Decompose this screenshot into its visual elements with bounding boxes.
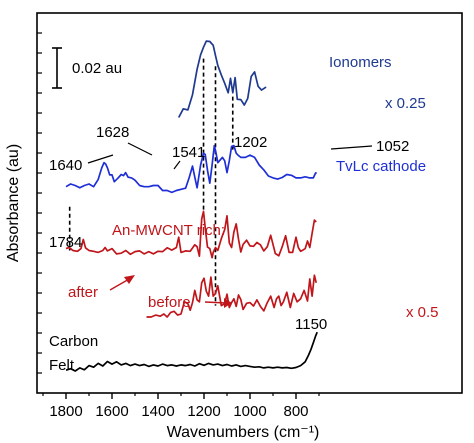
y-axis-minor-ticks [37,32,42,374]
series-label-tvlc-cathode: TvLc cathode [336,158,426,175]
peak-label-1052: 1052 [376,138,409,155]
dashed-reference-lines [68,58,234,306]
peak-label-1640: 1640 [49,157,82,174]
series-label-before: before [148,294,191,311]
series-line-an-mwcnt-rich-before [146,274,318,318]
peak-label-1202: 1202 [234,134,267,151]
peak-label-1628: 1628 [96,124,129,141]
scale-bar-label: 0.02 au [72,60,122,77]
series-label-after: after [68,284,98,301]
x-axis-tick-labels: 1800 1600 1400 1200 1000 800 [49,403,308,420]
series-label-ionomers: Ionomers [329,54,392,71]
y-axis-title: Absorbance (au) [5,144,22,262]
before-arrow [204,298,232,308]
x-tick-label-1600: 1600 [95,403,128,420]
series-scale-before: x 0.5 [406,304,439,321]
series-label-felt: Felt [49,357,75,374]
x-tick-label-1000: 1000 [233,403,266,420]
scale-bar: 0.02 au [52,47,122,89]
x-tick-label-1400: 1400 [141,403,174,420]
after-arrow [109,275,135,291]
peak-label-1150: 1150 [295,316,327,333]
series-line-an-mwcnt-rich-after [65,210,317,259]
series-line-ionomers [177,40,267,118]
group-label-an-mwcnt-rich: An-MWCNT rich: [112,222,225,239]
series-scale-ionomers: x 0.25 [385,95,426,112]
peak-label-1541: 1541 [172,144,205,161]
x-tick-label-1800: 1800 [49,403,82,420]
x-tick-label-1200: 1200 [187,403,220,420]
spectra-series [65,40,318,372]
peak-label-1784: 1784 [49,234,82,251]
series-line-carbon-felt [65,331,318,372]
x-tick-label-800: 800 [283,403,308,420]
series-line-tvlc-cathode [65,144,317,194]
series-label-carbon: Carbon [49,333,98,350]
x-axis-ticks [42,393,320,399]
x-axis-title: Wavenumbers (cm⁻¹) [167,424,320,441]
